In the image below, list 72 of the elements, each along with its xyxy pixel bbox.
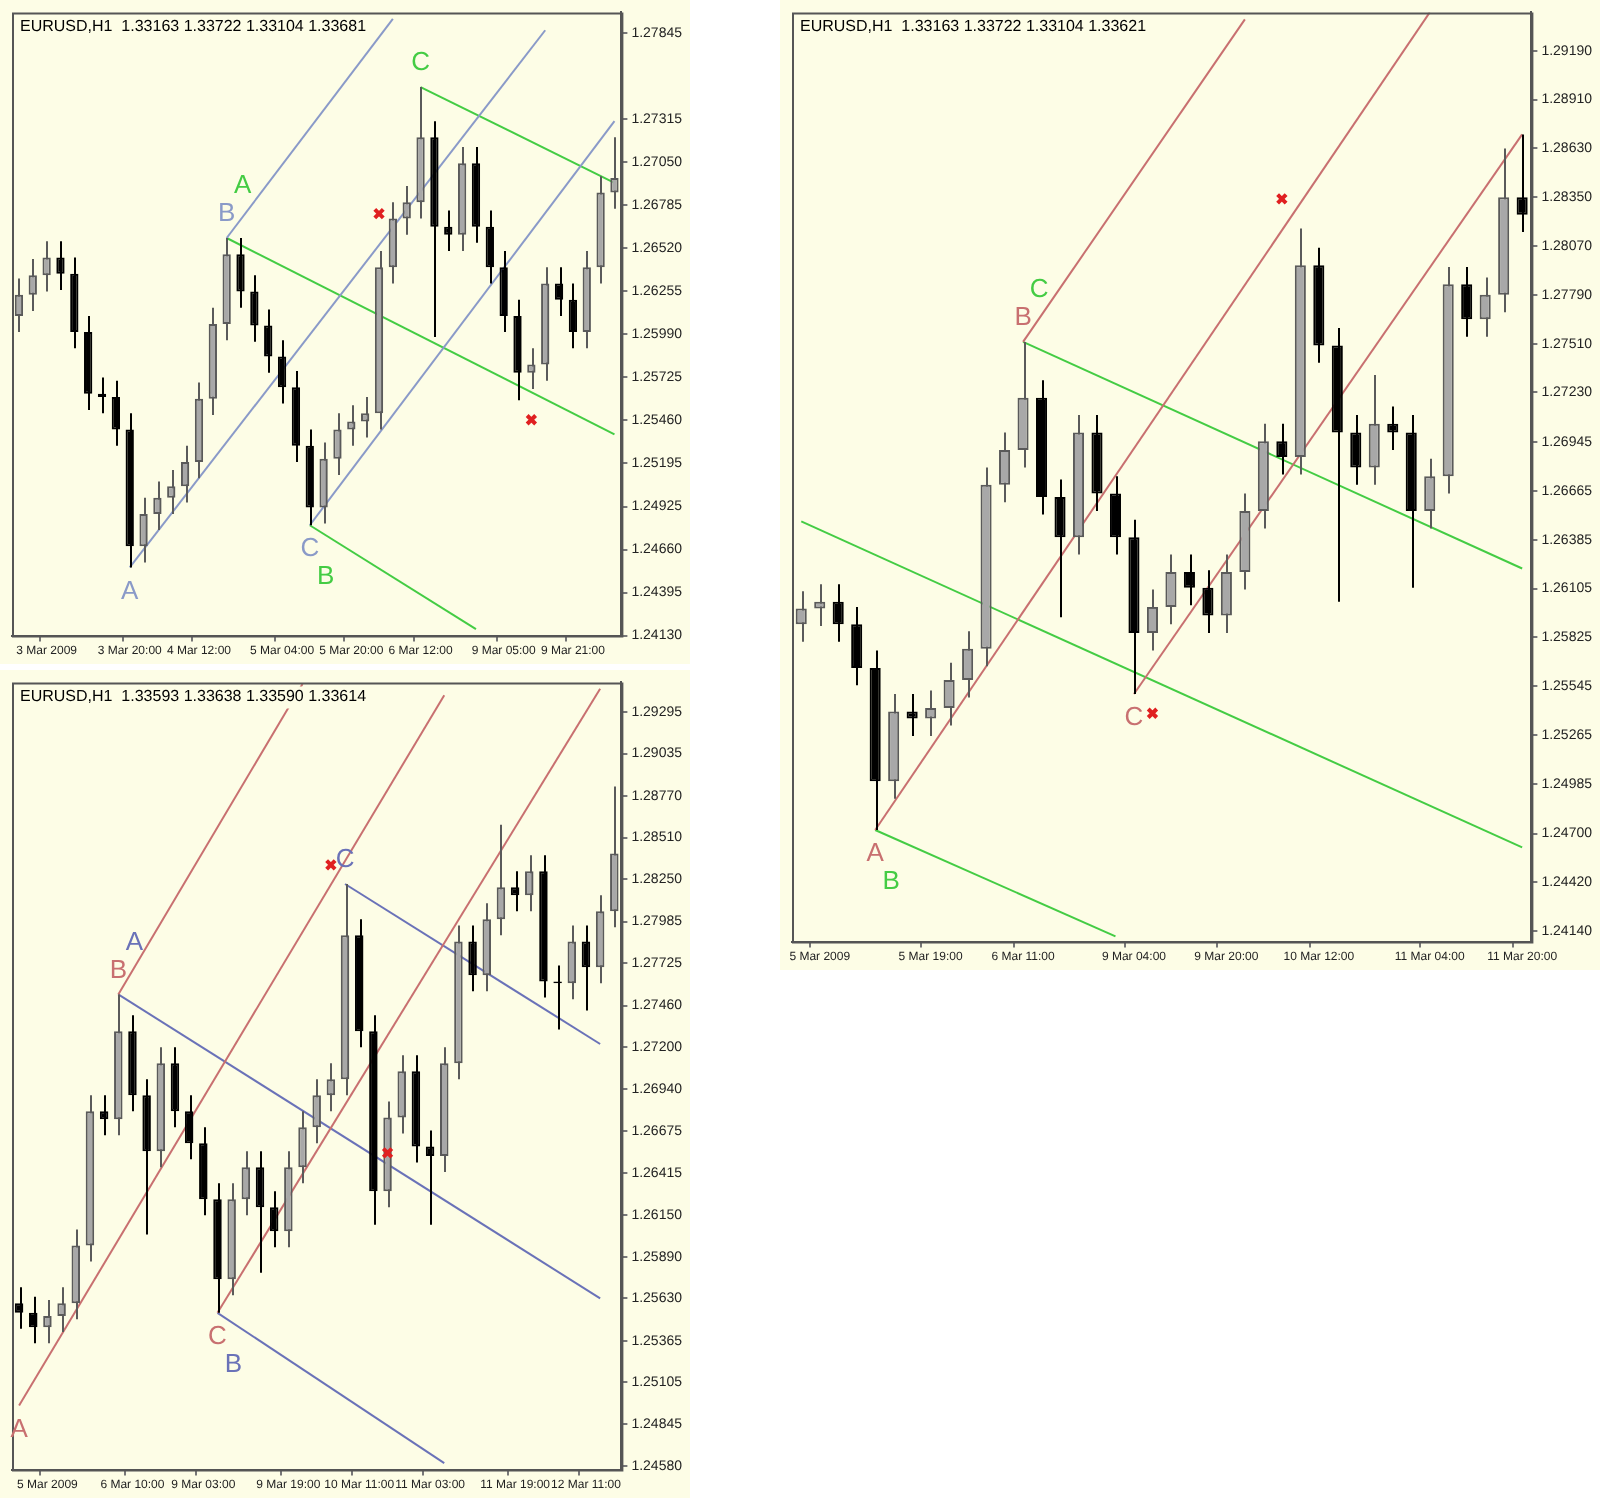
candlestick [425, 1129, 435, 1226]
candlestick [1202, 569, 1214, 635]
candlestick [468, 924, 477, 993]
candlestick [402, 185, 411, 236]
candlestick [111, 379, 121, 447]
candlestick [298, 1110, 307, 1185]
candlestick [999, 431, 1011, 504]
candlestick [1368, 374, 1380, 486]
candlestick [180, 444, 190, 504]
candlestick [832, 583, 844, 643]
candlestick [139, 496, 148, 564]
candlestick [388, 201, 398, 285]
candlestick [312, 1078, 321, 1145]
candlestick [319, 441, 328, 525]
data-label: B [218, 197, 236, 228]
candlestick [397, 1054, 406, 1135]
candlestick [499, 249, 508, 334]
candlestick [1387, 405, 1399, 451]
candlestick [943, 661, 955, 727]
candlestick [527, 347, 536, 390]
candlestick [1109, 475, 1122, 556]
data-label: C [411, 46, 430, 77]
candlestick [814, 583, 826, 628]
candlestick [43, 1299, 52, 1345]
candlestick [525, 854, 534, 913]
candlestick [42, 240, 51, 293]
candlestick [28, 258, 37, 313]
candlestick [1424, 457, 1436, 530]
chart-title: EURUSD,H1 1.33593 1.33638 1.33590 1.33614 [20, 686, 368, 705]
candlestick [1350, 414, 1362, 486]
candlestick [29, 1295, 38, 1345]
candlestick [1183, 553, 1195, 607]
data-label: A [866, 837, 885, 868]
candlestick [554, 266, 564, 317]
chart-title: EURUSD,H1 1.33163 1.33722 1.33104 1.33681 [20, 16, 368, 35]
data-label: C [208, 1319, 227, 1350]
candlestick [1516, 133, 1528, 234]
data-label: B [224, 1347, 243, 1378]
candlestick [1054, 478, 1066, 619]
candlestick [236, 236, 245, 309]
data-label: C [1124, 701, 1144, 732]
data-label: A [125, 925, 144, 956]
candlestick [1220, 553, 1232, 635]
data-label: A [234, 169, 252, 200]
candlestick [568, 282, 578, 350]
candlestick [264, 308, 273, 374]
candlestick [851, 605, 863, 687]
candlestick [277, 339, 287, 405]
data-label: C [300, 532, 320, 563]
candlestick [1146, 588, 1158, 652]
candlestick [962, 630, 974, 699]
data-label: B [882, 865, 900, 896]
data-label: A [121, 574, 140, 605]
candlestick [333, 412, 342, 476]
data-label: B [109, 953, 127, 984]
candlestick [57, 1286, 66, 1333]
candlestick [1165, 553, 1177, 626]
candlestick [153, 480, 162, 532]
data-label: C [1029, 273, 1049, 304]
candlestick [14, 1286, 24, 1330]
candlestick [925, 689, 937, 737]
candlestick [1276, 422, 1288, 476]
candlestick [1479, 276, 1491, 338]
candlestick [1461, 265, 1473, 338]
data-label: B [317, 560, 335, 591]
data-label: B [1014, 301, 1032, 332]
candlestick [250, 274, 259, 343]
candlestick [167, 469, 176, 515]
chart-title: EURUSD,H1 1.33163 1.33722 1.33104 1.33621 [800, 16, 1148, 35]
candlestick [485, 209, 494, 285]
candlestick [56, 240, 65, 291]
candlestick [906, 693, 918, 737]
